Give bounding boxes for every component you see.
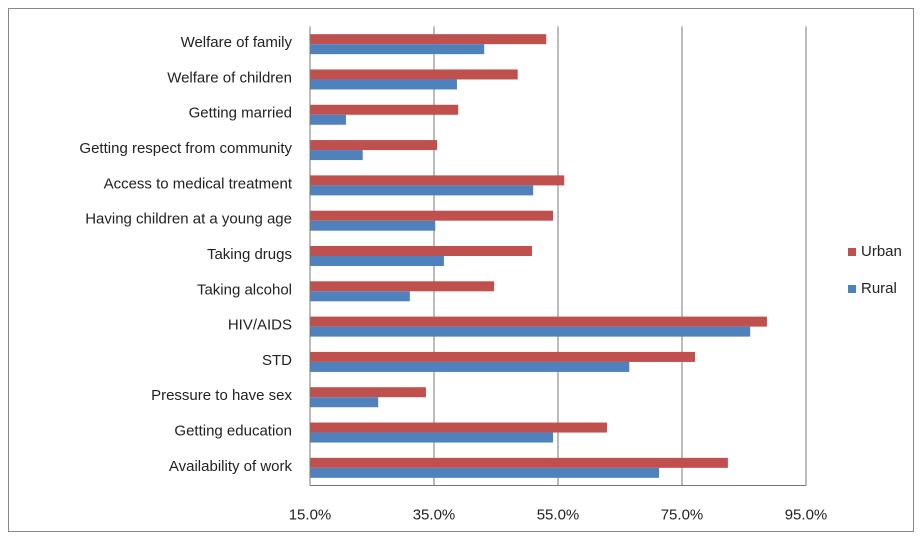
y-tick-label: Taking drugs (207, 246, 292, 263)
bar (310, 422, 607, 433)
bar (310, 69, 518, 80)
bar (310, 316, 767, 327)
bar (310, 326, 751, 337)
x-tick-label: 75.0% (661, 506, 704, 523)
y-tick-label: Having children at a young age (85, 211, 292, 228)
bar (310, 185, 534, 196)
y-tick-label: Welfare of family (181, 34, 293, 51)
legend-label: Rural (861, 280, 897, 297)
bar (310, 351, 696, 362)
y-tick-label: Welfare of children (167, 69, 292, 86)
bar (310, 467, 660, 478)
y-tick-label: Access to medical treatment (104, 175, 293, 192)
y-tick-label: Pressure to have sex (151, 387, 292, 404)
x-tick-label: 55.0% (537, 506, 580, 523)
bar (310, 457, 728, 468)
bar (310, 291, 410, 302)
y-tick-label: Getting married (189, 105, 292, 122)
bar (310, 114, 346, 125)
bar (310, 220, 436, 231)
bar (310, 246, 532, 256)
bar (310, 397, 379, 408)
legend-swatch (848, 248, 856, 256)
x-tick-label: 35.0% (413, 506, 456, 523)
x-tick-label: 15.0% (289, 506, 332, 523)
bar (310, 210, 554, 221)
y-tick-label: Availability of work (169, 458, 293, 475)
bar (310, 79, 457, 90)
y-tick-label: STD (262, 352, 292, 369)
legend-swatch (848, 285, 856, 293)
y-tick-label: HIV/AIDS (228, 317, 292, 334)
bar (310, 361, 630, 372)
y-tick-label: Taking alcohol (197, 281, 292, 298)
y-tick-label: Getting respect from community (79, 140, 292, 157)
y-tick-label: Getting education (174, 423, 292, 440)
bar (310, 387, 426, 398)
bar (310, 150, 363, 161)
bar (310, 140, 438, 151)
bar (310, 104, 459, 115)
bar (310, 44, 485, 55)
bar (310, 432, 554, 443)
x-tick-label: 95.0% (785, 506, 828, 523)
chart-frame (8, 8, 914, 532)
bar (310, 281, 495, 292)
bar (310, 34, 547, 45)
bar (310, 175, 565, 186)
bar (310, 256, 444, 266)
legend-label: Urban (861, 243, 902, 260)
